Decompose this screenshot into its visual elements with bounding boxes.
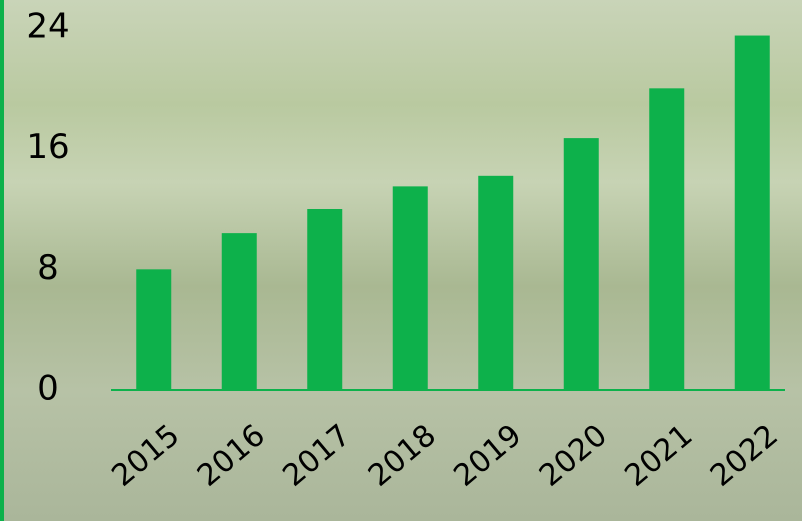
bar <box>307 209 343 390</box>
bar <box>478 175 514 390</box>
bar <box>392 186 428 390</box>
y-tick-label: 8 <box>37 248 59 288</box>
y-tick-label: 16 <box>26 127 69 167</box>
bar <box>734 35 770 391</box>
y-tick-label: 24 <box>26 7 69 47</box>
bar <box>136 269 172 390</box>
y-tick-label: 0 <box>37 369 59 409</box>
bar <box>649 88 685 390</box>
edge-strip <box>0 0 4 521</box>
bar <box>221 233 257 390</box>
bar <box>563 138 599 390</box>
